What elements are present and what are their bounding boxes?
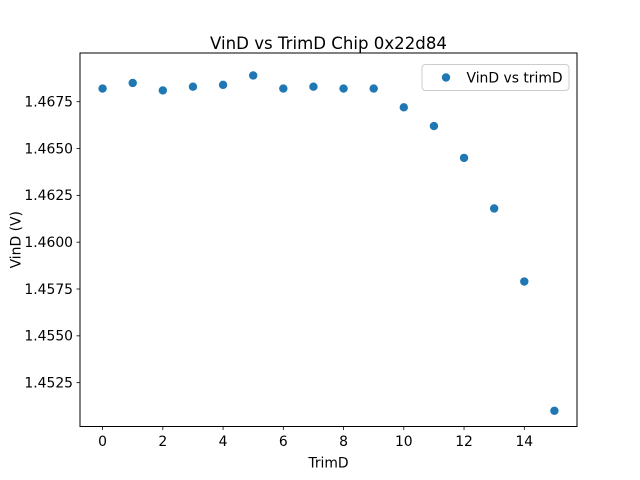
x-tick-label: 8 bbox=[339, 434, 348, 450]
y-tick-label: 1.4650 bbox=[24, 141, 73, 157]
scatter-point bbox=[399, 103, 409, 112]
scatter-point bbox=[98, 84, 107, 93]
x-tick-label: 6 bbox=[279, 434, 288, 450]
scatter-point bbox=[158, 86, 168, 95]
scatter-point bbox=[459, 153, 469, 163]
scatter-points bbox=[98, 71, 559, 415]
scatter-point bbox=[279, 84, 288, 93]
legend-marker-icon bbox=[441, 73, 451, 82]
y-tick-label: 1.4550 bbox=[24, 329, 73, 345]
axes-spines bbox=[79, 52, 578, 427]
scatter-point bbox=[489, 204, 499, 213]
scatter-point bbox=[248, 71, 258, 80]
y-tick-label: 1.4600 bbox=[24, 235, 73, 251]
scatter-point bbox=[429, 121, 439, 131]
scatter-point bbox=[188, 82, 198, 91]
chart-title: VinD vs TrimD Chip 0x22d84 bbox=[210, 34, 447, 53]
y-tick-label: 1.4525 bbox=[24, 375, 73, 391]
scatter-point bbox=[369, 84, 378, 93]
x-tick-label: 4 bbox=[219, 434, 228, 450]
x-axis-label: TrimD bbox=[307, 456, 348, 472]
legend-label: VinD vs trimD bbox=[467, 70, 563, 86]
legend-box bbox=[421, 64, 570, 91]
x-tick-label: 10 bbox=[395, 434, 413, 450]
x-tick-label: 12 bbox=[455, 434, 473, 450]
x-tick-label: 0 bbox=[98, 434, 107, 450]
legend: VinD vs trimD bbox=[421, 64, 570, 91]
scatter-point bbox=[218, 80, 228, 90]
plot-area: 0 2 4 6 8 10 12 14 1.4525 1.4550 1.4575 1.4600 1.46… bbox=[9, 52, 578, 472]
x-tick-label: 14 bbox=[515, 434, 533, 450]
y-tick-label: 1.4675 bbox=[24, 95, 73, 111]
scatter-point bbox=[128, 78, 137, 88]
scatter-point bbox=[520, 277, 529, 286]
y-axis-label: VinD (V) bbox=[9, 211, 25, 268]
y-tick-label: 1.4575 bbox=[24, 282, 73, 298]
scatter-point bbox=[309, 82, 318, 91]
scatter-point bbox=[550, 406, 559, 415]
y-tick-label: 1.4625 bbox=[24, 188, 73, 204]
x-axis-ticks: 0 2 4 6 8 10 12 14 bbox=[98, 426, 533, 450]
scatter-point bbox=[339, 84, 348, 93]
x-tick-label: 2 bbox=[158, 434, 167, 450]
y-axis-ticks: 1.4525 1.4550 1.4575 1.4600 1.4625 1.4650 1.46… bbox=[24, 95, 80, 391]
